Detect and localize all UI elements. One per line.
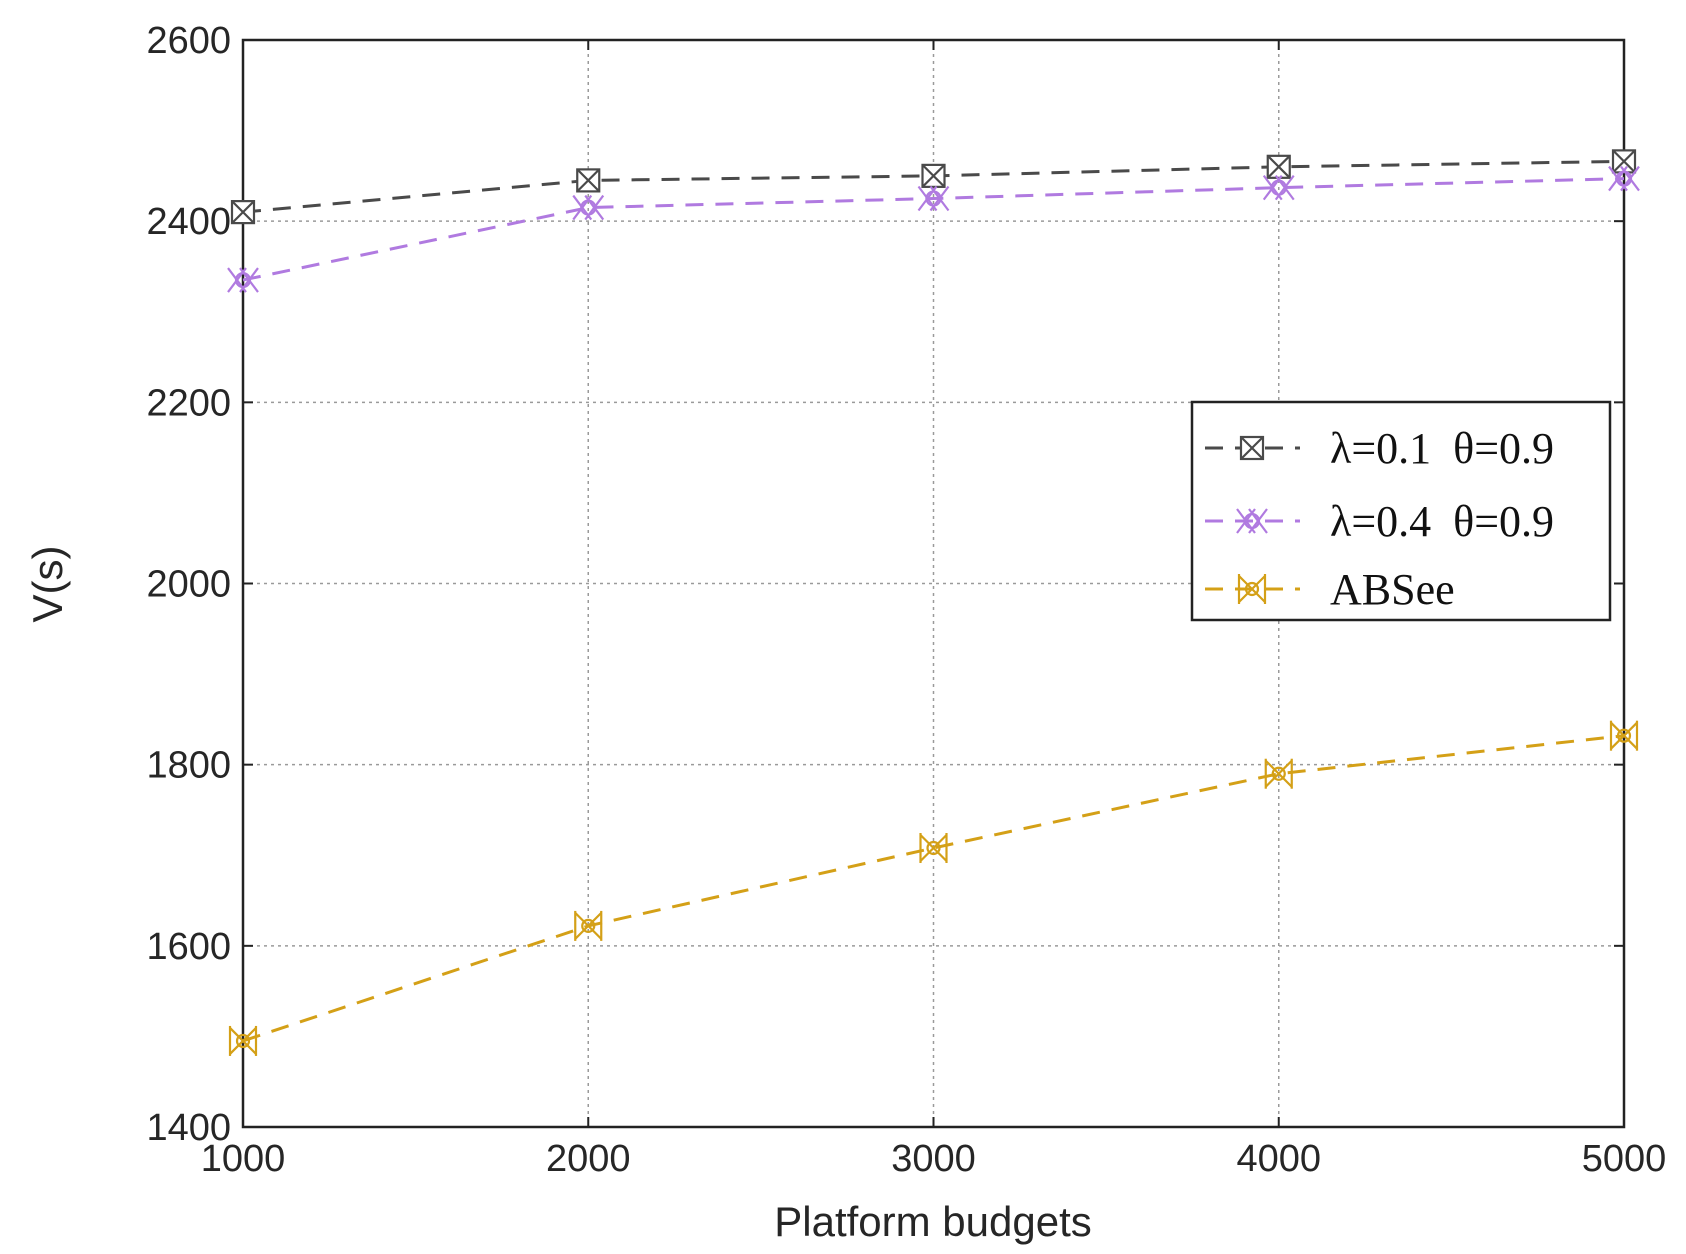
x-axis-title: Platform budgets xyxy=(774,1198,1092,1245)
data-point-marker xyxy=(228,1025,258,1056)
legend-item: λ=0.1 θ=0.9 xyxy=(1205,424,1554,473)
data-point-marker xyxy=(917,185,950,212)
y-tick-label: 2400 xyxy=(146,201,231,243)
legend-item: λ=0.4 θ=0.9 xyxy=(1205,497,1554,546)
legend-label: ABSee xyxy=(1330,565,1455,614)
data-point-marker xyxy=(1264,758,1293,789)
y-tick-label: 1400 xyxy=(146,1107,231,1149)
data-point-marker xyxy=(572,194,605,221)
series-2 xyxy=(227,165,1640,293)
data-point-marker xyxy=(1609,720,1639,751)
series-line xyxy=(242,177,1625,282)
x-tick-label: 3000 xyxy=(891,1138,976,1180)
data-point-marker xyxy=(576,168,601,193)
x-axis-ticks: 1000 2000 3000 4000 5000 xyxy=(201,40,1667,1180)
data-point-marker xyxy=(574,910,603,941)
x-tick-label: 5000 xyxy=(1582,1138,1667,1180)
series-lines xyxy=(227,149,1640,1056)
y-tick-label: 2600 xyxy=(146,20,231,62)
data-point-marker xyxy=(227,267,259,293)
y-axis-title: V(s) xyxy=(24,546,71,623)
data-point-marker xyxy=(921,163,946,188)
y-tick-label: 1800 xyxy=(146,745,231,787)
y-axis-ticks: 1400 1600 1800 2000 2200 2400 2600 xyxy=(146,20,1624,1149)
legend-item: ABSee xyxy=(1205,565,1455,614)
series-line xyxy=(242,734,1625,1043)
data-point-marker xyxy=(230,200,256,225)
data-point-marker xyxy=(1608,165,1640,192)
y-tick-label: 2000 xyxy=(146,564,231,606)
x-tick-label: 2000 xyxy=(546,1138,631,1180)
x-tick-label: 1000 xyxy=(201,1138,286,1180)
legend-marker xyxy=(1237,574,1267,604)
data-point-marker xyxy=(1262,174,1295,201)
x-tick-label: 4000 xyxy=(1236,1138,1321,1180)
legend-marker xyxy=(1239,435,1265,461)
legend: λ=0.1 θ=0.9 λ=0.4 θ=0.9 ABSee xyxy=(1190,400,1612,622)
data-point-marker xyxy=(919,833,948,864)
legend-label: λ=0.4 θ=0.9 xyxy=(1330,497,1554,546)
y-tick-label: 2200 xyxy=(146,382,231,424)
data-point-marker xyxy=(1266,154,1291,179)
y-tick-label: 1600 xyxy=(146,926,231,968)
legend-marker xyxy=(1236,508,1268,534)
series-3 xyxy=(228,720,1639,1056)
legend-label: λ=0.1 θ=0.9 xyxy=(1330,424,1554,473)
